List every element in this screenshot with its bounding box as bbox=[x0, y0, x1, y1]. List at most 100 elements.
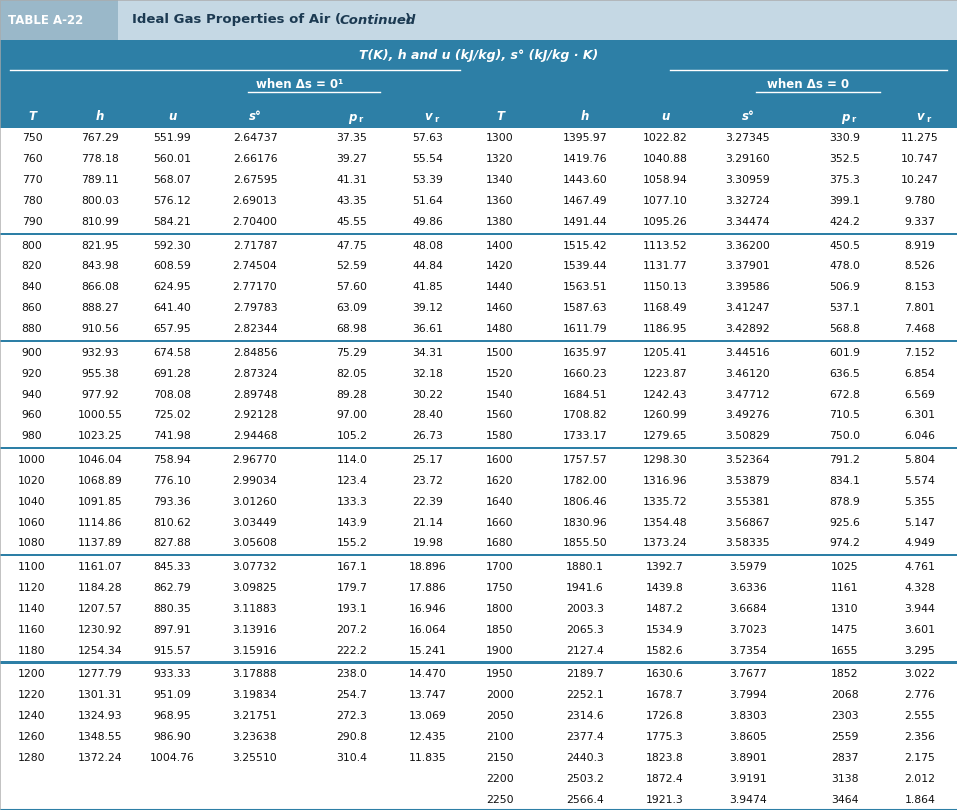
Text: 7.801: 7.801 bbox=[904, 303, 936, 313]
Text: 800: 800 bbox=[22, 241, 42, 250]
Text: 3.944: 3.944 bbox=[904, 603, 935, 614]
Text: 910.56: 910.56 bbox=[81, 324, 119, 335]
Text: 1806.46: 1806.46 bbox=[563, 497, 608, 506]
Text: 6.046: 6.046 bbox=[904, 432, 936, 441]
Text: 2189.7: 2189.7 bbox=[567, 669, 604, 679]
Bar bbox=[0, 149, 957, 170]
Bar bbox=[0, 684, 957, 706]
Text: 1582.6: 1582.6 bbox=[646, 646, 684, 655]
Text: 1113.52: 1113.52 bbox=[643, 241, 687, 250]
Text: 1420: 1420 bbox=[486, 262, 514, 271]
Text: 925.6: 925.6 bbox=[830, 518, 860, 527]
Text: 3464: 3464 bbox=[832, 795, 858, 804]
Text: 1563.51: 1563.51 bbox=[563, 283, 608, 292]
Text: 3.9474: 3.9474 bbox=[729, 795, 767, 804]
Text: 1360: 1360 bbox=[486, 196, 514, 207]
Text: 8.153: 8.153 bbox=[904, 283, 935, 292]
Text: 1060: 1060 bbox=[18, 518, 46, 527]
Text: 672.8: 672.8 bbox=[830, 390, 860, 399]
Text: 1095.26: 1095.26 bbox=[642, 217, 687, 227]
Text: 1200: 1200 bbox=[18, 669, 46, 679]
Text: 1660: 1660 bbox=[486, 518, 514, 527]
Text: 1757.57: 1757.57 bbox=[563, 454, 608, 465]
Text: 1443.60: 1443.60 bbox=[563, 175, 608, 185]
Text: 2.87324: 2.87324 bbox=[233, 369, 278, 378]
Text: 53.39: 53.39 bbox=[412, 175, 443, 185]
Text: 2314.6: 2314.6 bbox=[567, 711, 604, 721]
Text: 52.59: 52.59 bbox=[337, 262, 367, 271]
Bar bbox=[0, 342, 957, 363]
Text: 1775.3: 1775.3 bbox=[646, 731, 684, 742]
Bar bbox=[0, 319, 957, 339]
Text: 1500: 1500 bbox=[486, 347, 514, 358]
Text: when Δs = 0¹: when Δs = 0¹ bbox=[256, 78, 344, 91]
Bar bbox=[0, 533, 957, 554]
Text: v: v bbox=[916, 110, 924, 123]
Text: 105.2: 105.2 bbox=[337, 432, 367, 441]
Text: 8.526: 8.526 bbox=[904, 262, 935, 271]
Text: 1733.17: 1733.17 bbox=[563, 432, 608, 441]
Text: T: T bbox=[496, 110, 504, 123]
Text: 3.15916: 3.15916 bbox=[233, 646, 278, 655]
Text: 1354.48: 1354.48 bbox=[643, 518, 687, 527]
Text: 641.40: 641.40 bbox=[153, 303, 191, 313]
Text: 793.36: 793.36 bbox=[153, 497, 190, 506]
Text: 207.2: 207.2 bbox=[337, 625, 367, 635]
Text: 3.34474: 3.34474 bbox=[725, 217, 770, 227]
Text: 3.29160: 3.29160 bbox=[725, 155, 770, 164]
Text: 1635.97: 1635.97 bbox=[563, 347, 608, 358]
Text: p: p bbox=[841, 110, 849, 123]
Text: 3.295: 3.295 bbox=[904, 646, 935, 655]
Text: 3.13916: 3.13916 bbox=[233, 625, 278, 635]
Text: 4.949: 4.949 bbox=[904, 539, 935, 548]
Text: 843.98: 843.98 bbox=[81, 262, 119, 271]
Bar bbox=[0, 426, 957, 447]
Text: 2.776: 2.776 bbox=[904, 690, 935, 700]
Bar bbox=[0, 339, 957, 342]
Text: 960: 960 bbox=[22, 411, 42, 420]
Text: 1168.49: 1168.49 bbox=[643, 303, 687, 313]
Text: 3.27345: 3.27345 bbox=[725, 134, 770, 143]
Text: 44.84: 44.84 bbox=[412, 262, 443, 271]
Text: 2.71787: 2.71787 bbox=[233, 241, 278, 250]
Text: 974.2: 974.2 bbox=[830, 539, 860, 548]
Text: 1300: 1300 bbox=[486, 134, 514, 143]
Text: 45.55: 45.55 bbox=[337, 217, 367, 227]
Text: 2566.4: 2566.4 bbox=[567, 795, 604, 804]
Text: 1324.93: 1324.93 bbox=[78, 711, 122, 721]
Bar bbox=[0, 599, 957, 619]
Text: 780: 780 bbox=[22, 196, 42, 207]
Text: 691.28: 691.28 bbox=[153, 369, 190, 378]
Text: 920: 920 bbox=[22, 369, 42, 378]
Text: 758.94: 758.94 bbox=[153, 454, 190, 465]
Text: 1373.24: 1373.24 bbox=[643, 539, 687, 548]
Bar bbox=[0, 384, 957, 405]
Text: 1046.04: 1046.04 bbox=[78, 454, 122, 465]
Bar bbox=[0, 277, 957, 298]
Text: 5.574: 5.574 bbox=[904, 475, 935, 486]
Bar bbox=[0, 512, 957, 533]
Bar bbox=[0, 663, 957, 684]
Text: 1077.10: 1077.10 bbox=[642, 196, 687, 207]
Text: 3.44516: 3.44516 bbox=[725, 347, 770, 358]
Text: 2.66176: 2.66176 bbox=[233, 155, 278, 164]
Text: 10.747: 10.747 bbox=[901, 155, 939, 164]
Text: 776.10: 776.10 bbox=[153, 475, 191, 486]
Text: 23.72: 23.72 bbox=[412, 475, 443, 486]
Text: 238.0: 238.0 bbox=[337, 669, 367, 679]
Text: 3.07732: 3.07732 bbox=[233, 562, 278, 572]
Text: 3.7354: 3.7354 bbox=[729, 646, 767, 655]
Text: 624.95: 624.95 bbox=[153, 283, 190, 292]
Text: 51.64: 51.64 bbox=[412, 196, 443, 207]
Text: 1600: 1600 bbox=[486, 454, 514, 465]
Text: 63.09: 63.09 bbox=[337, 303, 367, 313]
Text: 1242.43: 1242.43 bbox=[643, 390, 687, 399]
Text: 2.92128: 2.92128 bbox=[233, 411, 278, 420]
Text: 790: 790 bbox=[22, 217, 42, 227]
Text: 26.73: 26.73 bbox=[412, 432, 443, 441]
Text: 2.89748: 2.89748 bbox=[233, 390, 278, 399]
Text: 3.022: 3.022 bbox=[904, 669, 936, 679]
Text: 15.241: 15.241 bbox=[410, 646, 447, 655]
Text: 862.79: 862.79 bbox=[153, 583, 190, 593]
Bar bbox=[0, 235, 957, 256]
